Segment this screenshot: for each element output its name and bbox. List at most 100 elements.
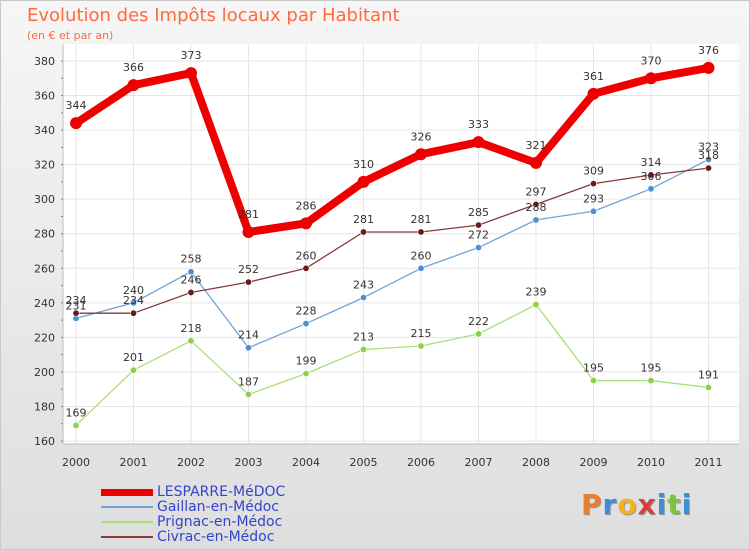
data-point (415, 148, 427, 161)
data-label: 281 (411, 213, 432, 226)
y-tick-label: 260 (34, 262, 55, 275)
data-point (187, 337, 195, 345)
data-label: 309 (583, 165, 604, 178)
logo-letter: t (667, 488, 682, 521)
data-label: 214 (238, 329, 259, 342)
data-point (702, 61, 715, 74)
data-point (647, 171, 655, 179)
series-line-0 (72, 63, 713, 236)
logo-letter: x (637, 488, 657, 521)
data-label: 373 (181, 49, 202, 62)
data-label: 318 (698, 149, 719, 162)
proxiti-logo: Proxiti (581, 488, 692, 521)
data-point (359, 228, 367, 236)
data-point (532, 216, 540, 224)
legend-label: Prignac-en-Médoc (157, 514, 283, 530)
chart-title: Evolution des Impôts locaux par Habitant (27, 5, 400, 26)
data-label: 288 (526, 201, 547, 214)
data-label: 272 (468, 229, 489, 242)
data-label: 297 (526, 185, 547, 198)
legend-swatch (101, 506, 153, 508)
legend-label: Gaillan-en-Médoc (157, 499, 279, 515)
data-point (302, 370, 310, 378)
plot-area (63, 44, 739, 444)
logo-letter: P (581, 488, 603, 521)
data-point (417, 228, 425, 236)
data-label: 195 (641, 362, 662, 375)
data-point (357, 175, 370, 188)
series-line-1 (75, 158, 710, 349)
data-label: 281 (353, 213, 374, 226)
data-label: 213 (353, 330, 374, 343)
data-label: 260 (411, 249, 432, 262)
data-label: 240 (123, 284, 144, 297)
data-point (300, 217, 312, 230)
data-label: 169 (66, 406, 87, 419)
legend-swatch (101, 488, 153, 496)
data-point (474, 221, 482, 229)
logo-letter: o (617, 488, 638, 521)
y-tick-label: 180 (34, 400, 55, 413)
x-tick-label: 2007 (465, 456, 493, 469)
data-label: 366 (123, 61, 144, 74)
logo-letter: i (656, 488, 668, 521)
data-label: 218 (181, 322, 202, 335)
x-tick-label: 2002 (177, 456, 205, 469)
legend-label: LESPARRE-MéDOC (157, 484, 286, 500)
data-point (645, 72, 657, 85)
data-point (130, 366, 138, 374)
data-point (302, 320, 310, 328)
data-label: 260 (296, 249, 317, 262)
data-point (647, 185, 655, 193)
data-label: 228 (296, 305, 317, 318)
data-label: 239 (526, 286, 547, 299)
y-tick-label: 220 (34, 331, 55, 344)
data-point (187, 268, 195, 276)
data-point (472, 136, 485, 149)
y-tick-label: 200 (34, 366, 55, 379)
data-label: 326 (411, 130, 432, 143)
y-tick-label: 280 (34, 228, 55, 241)
data-label: 323 (698, 140, 719, 153)
data-label: 252 (238, 263, 259, 276)
y-tick-label: 240 (34, 297, 55, 310)
series-line-2 (75, 303, 710, 427)
x-tick-label: 2004 (292, 456, 320, 469)
x-tick-label: 2009 (580, 456, 608, 469)
x-tick-label: 2000 (62, 456, 90, 469)
data-label: 321 (526, 139, 547, 152)
y-tick-label: 380 (34, 55, 55, 68)
x-tick-label: 2006 (407, 456, 435, 469)
data-label: 201 (123, 351, 144, 364)
data-label: 293 (583, 192, 604, 205)
x-tick-label: 2008 (522, 456, 550, 469)
data-point (704, 155, 712, 163)
data-label: 376 (698, 44, 719, 57)
data-label: 310 (353, 158, 374, 171)
data-label: 306 (641, 170, 662, 183)
legend-label: Civrac-en-Médoc (157, 529, 275, 545)
data-label: 199 (296, 355, 317, 368)
data-point (359, 345, 367, 353)
data-label: 333 (468, 118, 489, 131)
data-label: 361 (583, 70, 604, 83)
data-label: 187 (238, 375, 259, 388)
y-tick-label: 320 (34, 159, 55, 172)
data-point (474, 330, 482, 338)
data-point (187, 288, 195, 296)
data-point (302, 264, 310, 272)
data-point (589, 180, 597, 188)
data-point (532, 301, 540, 309)
data-point (587, 87, 600, 100)
data-point (417, 264, 425, 272)
data-label: 215 (411, 327, 432, 340)
data-point (647, 377, 655, 385)
data-point (130, 299, 138, 307)
x-tick-label: 2010 (637, 456, 665, 469)
data-point (245, 344, 253, 352)
y-tick-label: 340 (34, 124, 55, 137)
data-point (70, 117, 82, 130)
data-point (130, 309, 138, 317)
